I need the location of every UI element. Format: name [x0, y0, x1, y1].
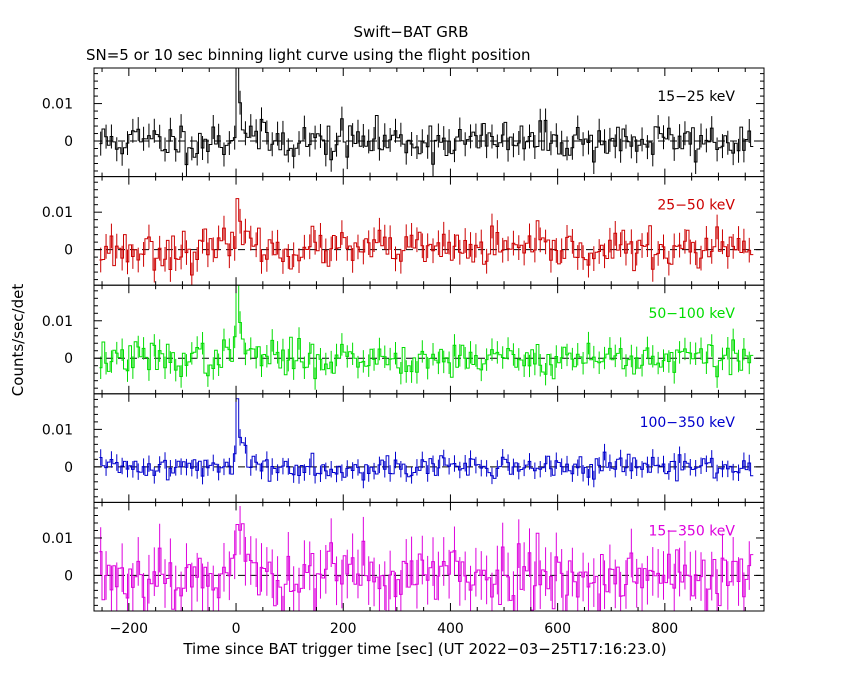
step-line [99, 198, 754, 276]
y-tick-label: 0 [64, 134, 73, 150]
series-5 [99, 505, 754, 611]
series-1 [99, 68, 754, 177]
panel-frame [93, 67, 765, 178]
energy-band-label: 50−100 keV [648, 306, 735, 322]
x-tick-label: 600 [544, 621, 571, 637]
panel-2: 0 0.01 25−50 keV [42, 176, 765, 286]
y-tick-label: 0 [64, 351, 73, 367]
energy-band-label: 100−350 keV [640, 415, 736, 431]
series-3 [99, 285, 754, 390]
panel-5: 0 0.01 15−350 keV [42, 501, 765, 612]
y-axis-label: Counts/sec/det [9, 284, 27, 397]
panel-frame [93, 176, 765, 286]
x-tick-label: −200 [110, 621, 148, 637]
panel-frame [93, 501, 765, 612]
panel-4: 0 0.01 100−350 keV [42, 393, 765, 503]
energy-band-label: 25−50 keV [657, 198, 735, 214]
panel-3: 0 0.01 50−100 keV [42, 284, 765, 395]
panel-frame [93, 393, 765, 503]
x-tick-label: 200 [330, 621, 357, 637]
step-line [99, 285, 754, 380]
series-2 [99, 198, 754, 286]
y-tick-label: 0.01 [42, 97, 73, 113]
energy-band-label: 15−350 keV [648, 523, 735, 539]
y-tick-label: 0.01 [42, 422, 73, 438]
x-tick-label: 800 [651, 621, 678, 637]
panel-frame [93, 284, 765, 395]
y-tick-label: 0.01 [42, 531, 73, 547]
panels-group: 0 0.01 15−25 keV 0 0.01 25−50 keV 0 0.01 50−100 … [42, 67, 765, 637]
y-tick-label: 0.01 [42, 205, 73, 221]
step-line [99, 68, 754, 166]
panel-1: 0 0.01 15−25 keV [42, 67, 765, 178]
y-tick-label: 0 [64, 243, 73, 259]
x-tick-label: 400 [437, 621, 464, 637]
x-axis-label: Time since BAT trigger time [sec] (UT 20… [182, 640, 666, 658]
x-tick-label: 0 [232, 621, 241, 637]
step-line [99, 398, 754, 482]
y-tick-label: 0.01 [42, 314, 73, 330]
chart-subtitle: SN=5 or 10 sec binning light curve using… [86, 46, 531, 64]
energy-band-label: 15−25 keV [657, 89, 735, 105]
chart-title: Swift−BAT GRB [353, 23, 468, 41]
y-tick-label: 0 [64, 460, 73, 476]
series-4 [99, 398, 754, 489]
step-line [99, 523, 754, 611]
y-tick-label: 0 [64, 568, 73, 584]
